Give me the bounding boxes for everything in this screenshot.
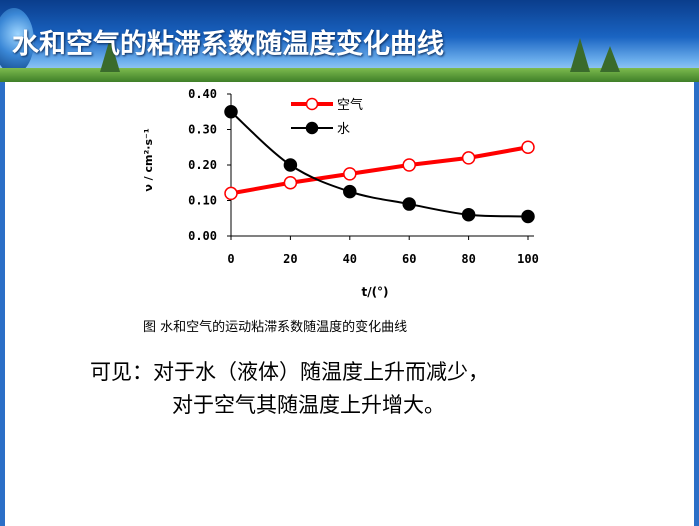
legend-marker [305, 121, 319, 135]
tree-icon [100, 38, 120, 72]
x-tick-label: 100 [517, 252, 539, 266]
air-data-point [521, 140, 535, 154]
y-axis-label: ν / cm²·s⁻¹ [142, 128, 155, 192]
conclusion-line-2: 对于空气其随温度上升增大。 [172, 393, 445, 417]
x-tick-labels: 0 20 40 60 80 100 [227, 236, 539, 266]
y-tick-labels: 0.00 0.10 0.20 0.30 0.40 [188, 87, 231, 243]
y-tick-label: 0.20 [188, 158, 217, 172]
x-tick-label: 80 [461, 252, 475, 266]
globe-icon [0, 8, 34, 74]
water-data-point [283, 158, 298, 172]
slide-title: 水和空气的粘滞系数随温度变化曲线 [12, 29, 444, 60]
water-data-point [402, 197, 416, 211]
series-layer [224, 105, 535, 224]
series-line-water [230, 111, 529, 218]
tree-icon [570, 38, 590, 72]
legend: 空气水 [291, 97, 363, 137]
air-data-point [461, 151, 476, 165]
right-border [694, 82, 699, 526]
left-border [0, 82, 5, 526]
air-data-point [402, 158, 416, 172]
x-tick-label: 20 [283, 252, 297, 266]
water-data-point [224, 105, 238, 119]
x-tick-label: 40 [343, 252, 357, 266]
x-axis-label: t/(°) [361, 285, 388, 299]
y-tick-label: 0.30 [188, 123, 217, 137]
air-data-point [224, 186, 238, 201]
conclusion-text: 可见：对于水（液体）随温度上升而减少， 对于空气其随温度上升增大。 [90, 356, 489, 422]
y-tick-label: 0.00 [188, 229, 217, 243]
x-tick-label: 0 [227, 252, 234, 266]
air-data-point [283, 176, 298, 190]
legend-marker [305, 97, 319, 111]
x-tick-label: 60 [402, 252, 416, 266]
hills-decoration [0, 68, 699, 82]
legend-label: 空气 [337, 97, 363, 113]
series-line-air [230, 145, 529, 196]
water-data-point [461, 207, 476, 222]
y-tick-label: 0.40 [188, 87, 217, 101]
y-tick-label: 0.10 [188, 194, 217, 208]
title-banner: 水和空气的粘滞系数随温度变化曲线 [0, 0, 699, 82]
conclusion-line-1: 可见：对于水（液体）随温度上升而减少， [90, 360, 489, 384]
air-data-point [343, 167, 357, 181]
water-data-point [521, 209, 535, 224]
water-data-point [343, 184, 357, 199]
legend-label: 水 [337, 122, 350, 137]
figure-caption: 图 水和空气的运动粘滞系数随温度的变化曲线 [143, 320, 408, 335]
tree-icon [600, 46, 620, 72]
